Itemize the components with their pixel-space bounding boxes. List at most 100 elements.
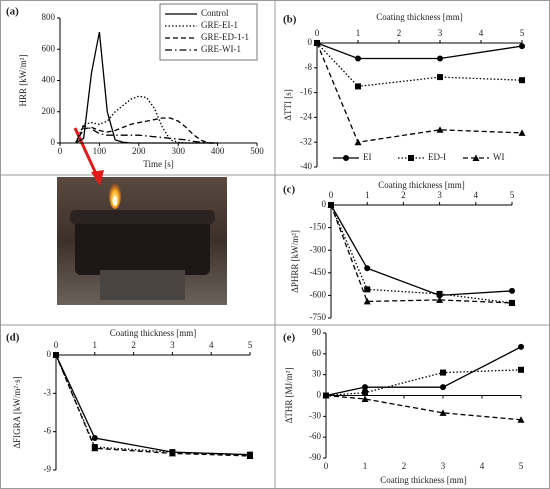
x-axis-title: Time [s] — [143, 159, 173, 169]
y-tick-label: 90 — [312, 327, 322, 337]
y-tick-label: -750 — [310, 312, 327, 322]
x-tick-label: 4 — [209, 340, 214, 350]
y-tick-label: -30 — [309, 410, 321, 420]
marker — [354, 138, 362, 146]
x-tick-label: 300 — [171, 146, 185, 156]
x-tick-label: 2 — [397, 28, 402, 38]
x-tick-label: 1 — [356, 28, 361, 38]
marker — [436, 290, 443, 297]
marker — [364, 265, 371, 272]
series-line — [325, 346, 522, 397]
series-line — [75, 117, 218, 144]
photo — [57, 177, 227, 305]
series-line — [75, 124, 218, 144]
marker — [440, 369, 446, 376]
y-tick-label: -450 — [310, 267, 327, 277]
marker — [327, 201, 335, 208]
marker — [91, 435, 98, 442]
y-tick-label: 200 — [42, 106, 56, 116]
panel-label: (e) — [283, 332, 296, 344]
y-tick-label: -32 — [300, 136, 312, 146]
series-line — [325, 369, 522, 397]
x-axis-title: Coating thickness [mm] — [110, 328, 197, 338]
y-axis-title: ΔTHR [MJ/m²] — [284, 368, 294, 424]
marker — [322, 392, 330, 399]
marker — [508, 299, 516, 306]
marker — [518, 343, 524, 350]
y-tick-label: -6 — [44, 426, 52, 436]
y-tick-label: 0 — [51, 137, 56, 147]
x-tick-label: 5 — [520, 28, 525, 38]
series-line — [330, 204, 513, 304]
marker — [364, 286, 371, 293]
y-tick-label: 60 — [312, 348, 322, 358]
x-tick-label: 3 — [170, 340, 175, 350]
x-tick-label: 2 — [131, 340, 136, 350]
marker — [246, 452, 254, 459]
panel-label: (d) — [6, 332, 20, 344]
y-tick-label: 0 — [322, 199, 327, 209]
y-tick-label: -150 — [310, 222, 327, 232]
legend-label: ED-I — [428, 152, 446, 162]
y-axis-title: ΔPHRR [kW/m²] — [290, 230, 300, 293]
y-tick-label: -40 — [300, 161, 312, 171]
marker — [436, 126, 444, 133]
y-tick-label: -600 — [310, 289, 327, 299]
y-tick-label: -8 — [305, 62, 313, 72]
x-tick-label: 0 — [315, 28, 320, 38]
series-line — [316, 42, 523, 60]
marker — [363, 297, 371, 305]
marker — [518, 366, 524, 373]
legend-label: EI — [363, 152, 372, 162]
x-tick-label: 4 — [479, 28, 484, 38]
y-tick-label: 30 — [312, 369, 322, 379]
x-tick-label: 2 — [401, 190, 406, 200]
legend-marker — [472, 154, 480, 161]
marker — [91, 444, 99, 452]
x-tick-label: 5 — [519, 461, 524, 471]
y-tick-label: -60 — [309, 431, 321, 441]
marker — [362, 389, 368, 396]
marker — [439, 409, 447, 416]
y-tick-label: 0 — [308, 37, 313, 47]
x-axis-title: Coating thickness [mm] — [380, 475, 467, 485]
y-axis-title: ΔTTI [s] — [283, 89, 293, 121]
marker — [355, 83, 361, 90]
series-line — [75, 95, 218, 144]
y-tick-label: -9 — [44, 464, 52, 474]
x-axis-title: Coating thickness [mm] — [376, 12, 463, 22]
x-tick-label: 3 — [438, 28, 443, 38]
legend-marker — [343, 155, 349, 161]
y-axis-title: HRR [kW/m²] — [18, 55, 28, 107]
x-tick-label: 5 — [248, 340, 253, 350]
legend-label: GRE-ED-1-1 — [201, 32, 249, 42]
x-tick-label: 1 — [93, 340, 98, 350]
y-tick-label: -24 — [300, 111, 312, 121]
series-line — [330, 204, 513, 297]
legend-label: Control — [201, 8, 229, 18]
y-tick-label: -90 — [309, 452, 321, 462]
series-line — [55, 354, 251, 456]
series-line — [75, 31, 218, 144]
marker — [517, 416, 525, 423]
y-tick-label: 800 — [42, 12, 56, 22]
marker — [509, 287, 515, 294]
x-tick-label: 0 — [54, 340, 59, 350]
x-tick-label: 2 — [402, 461, 407, 471]
panel-label: (c) — [283, 184, 296, 196]
x-tick-label: 500 — [250, 146, 264, 156]
legend-label: GRE-WI-1 — [201, 44, 241, 54]
marker — [440, 384, 446, 391]
x-tick-label: 4 — [480, 461, 485, 471]
marker — [436, 296, 444, 303]
y-tick-label: 0 — [47, 349, 52, 359]
series-line — [325, 394, 522, 421]
legend-box — [159, 3, 258, 61]
marker — [52, 351, 60, 358]
series-line — [55, 354, 251, 457]
marker — [355, 55, 361, 62]
x-tick-label: 400 — [211, 146, 225, 156]
legend-label: GRE-EI-1 — [201, 20, 238, 30]
x-tick-label: 1 — [363, 461, 368, 471]
